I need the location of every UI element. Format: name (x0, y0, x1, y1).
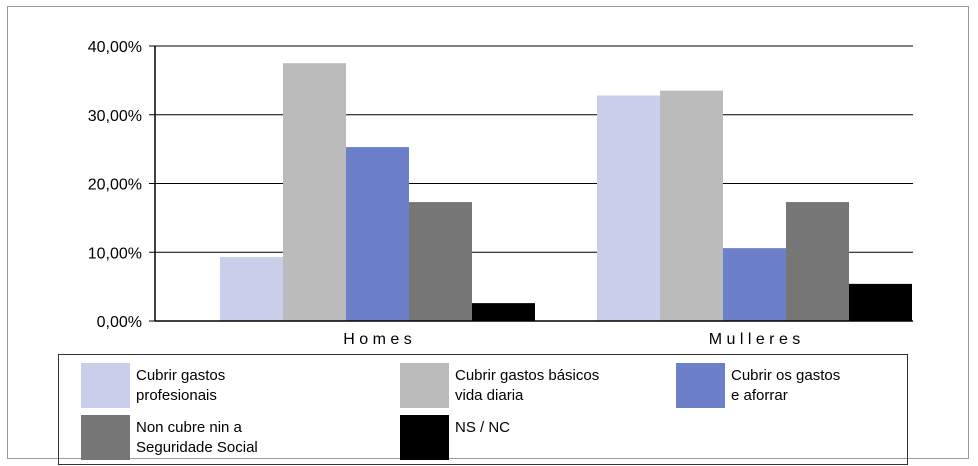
legend-item: Non cubre nin a Seguridade Social (81, 415, 258, 460)
axes (154, 46, 913, 322)
legend-label: NS / NC (455, 419, 511, 436)
legend: Cubrir gastos profesionais Cubrir gastos … (58, 354, 908, 465)
legend-swatch (400, 415, 449, 460)
y-tick-label: 30,00% (88, 108, 142, 125)
legend-label: Cubrir gastos profesionais (136, 367, 226, 404)
bars (220, 63, 912, 321)
legend-label: Non cubre nin a Seguridade Social (136, 419, 258, 456)
legend-item: NS / NC (400, 415, 510, 460)
y-axis-ticks: 0,00% 10,00% 20,00% 30,00% 40,00% (88, 39, 155, 331)
y-tick-label: 0,00% (97, 314, 142, 331)
bar (597, 95, 660, 321)
bar (346, 147, 409, 321)
legend-swatch (81, 363, 130, 408)
bar (283, 63, 346, 321)
legend-label: Cubrir os gastos e aforrar (731, 367, 841, 404)
bar (723, 248, 786, 321)
bar (849, 283, 912, 321)
chart-frame (7, 6, 969, 459)
legend-swatch (81, 415, 130, 460)
legend-item: Cubrir gastos profesionais (81, 363, 225, 408)
legend-swatch (676, 363, 725, 408)
x-tick-label: H o m e s (343, 331, 411, 348)
bar (409, 202, 472, 321)
y-tick-label: 40,00% (88, 39, 142, 56)
bar (472, 303, 535, 321)
y-tick-label: 10,00% (88, 245, 142, 262)
bar (786, 202, 849, 321)
x-tick-label: M u l l e r e s (709, 331, 801, 348)
bar-chart: 0,00% 10,00% 20,00% 30,00% 40,00% H o m e s M… (88, 39, 913, 348)
bar (220, 257, 283, 321)
y-tick-label: 20,00% (88, 177, 142, 194)
legend-item: Cubrir os gastos e aforrar (676, 363, 840, 408)
legend-label: Cubrir gastos básicos vida diaria (455, 367, 600, 404)
legend-swatch (400, 363, 449, 408)
bar (660, 90, 723, 321)
legend-item: Cubrir gastos básicos vida diaria (400, 363, 599, 408)
